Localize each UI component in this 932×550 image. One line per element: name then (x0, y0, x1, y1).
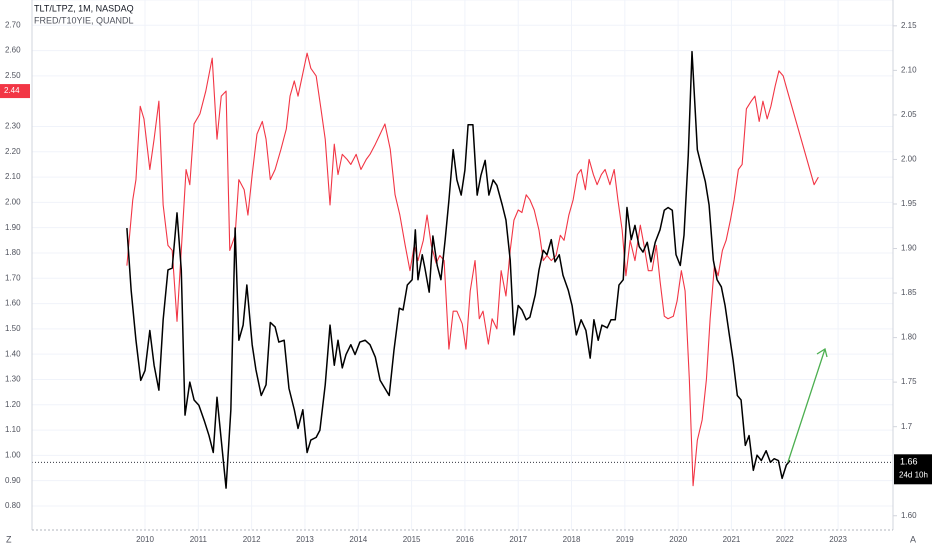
x-tick-label: 2022 (776, 535, 794, 544)
x-tick-label: 2018 (563, 535, 581, 544)
x-tick-label: 2021 (723, 535, 741, 544)
label-layer: 0.80 0.90 1.00 1.10 1.20 1.30 1.40 1.50 1.60 1.70… (0, 20, 932, 544)
y-tick-label: 1.40 (5, 349, 21, 358)
x-tick-label: 2020 (669, 535, 687, 544)
annotation-arrow-head (816, 347, 828, 358)
y-tick-label: 1.00 (5, 450, 21, 459)
y2-tick-label: 1.90 (901, 244, 917, 253)
x-tick-label: 2016 (456, 535, 474, 544)
y-tick-label: 1.10 (5, 425, 21, 434)
x-tick-label: 2010 (136, 535, 154, 544)
y2-tick-label: 2.05 (901, 110, 917, 119)
last-value-badge (894, 454, 932, 485)
corner-label: A (910, 534, 916, 544)
last-value-badge (0, 84, 30, 99)
y-tick-label: 2.50 (5, 71, 21, 80)
y-tick-label: 2.20 (5, 147, 21, 156)
y-tick-label: 0.80 (5, 501, 21, 510)
y-tick-label: 1.30 (5, 375, 21, 384)
y2-tick-label: 1.75 (901, 377, 917, 386)
x-tick-label: 2017 (509, 535, 527, 544)
y2-tick-label: 1.95 (901, 199, 917, 208)
x-tick-label: 2023 (829, 535, 847, 544)
y-tick-label: 1.90 (5, 223, 21, 232)
y2-tick-label: 1.85 (901, 288, 917, 297)
y-tick-label: 1.80 (5, 248, 21, 257)
y-tick-label: 2.10 (5, 172, 21, 181)
y-tick-label: 2.00 (5, 197, 21, 206)
data-line (126, 50, 791, 489)
y2-tick-label: 2.00 (901, 155, 917, 164)
x-tick-label: 2015 (403, 535, 421, 544)
last-value-label: 1.66 (900, 457, 918, 467)
x-tick-label: 2014 (349, 535, 367, 544)
y2-tick-label: 2.10 (901, 65, 917, 74)
y2-tick-label: 1.60 (901, 511, 917, 520)
y2-tick-label: 2.15 (901, 21, 917, 30)
x-tick-label: 2011 (190, 535, 208, 544)
y-tick-label: 2.60 (5, 46, 21, 55)
y-tick-label: 2.30 (5, 122, 21, 131)
y-tick-label: 1.50 (5, 324, 21, 333)
y-tick-label: 1.60 (5, 299, 21, 308)
legend-entry: TLT/LTPZ, 1M, NASDAQ (34, 3, 134, 13)
countdown-label: 24d 10h (899, 470, 928, 479)
corner-label: Z (6, 534, 12, 544)
line-layer (126, 50, 819, 489)
annotation-arrow (787, 348, 826, 463)
y-tick-label: 1.70 (5, 273, 21, 282)
last-value-label: 2.44 (4, 86, 20, 95)
legend-entry: FRED/T10YIE, QUANDL (34, 15, 134, 25)
x-tick-label: 2013 (296, 535, 314, 544)
y-tick-label: 0.90 (5, 476, 21, 485)
x-tick-label: 2019 (616, 535, 634, 544)
y-tick-label: 1.20 (5, 400, 21, 409)
x-tick-label: 2012 (243, 535, 261, 544)
y2-tick-label: 1.7 (901, 422, 913, 431)
data-line (126, 52, 819, 487)
y-tick-label: 2.70 (5, 20, 21, 29)
y2-tick-label: 1.80 (901, 333, 917, 342)
